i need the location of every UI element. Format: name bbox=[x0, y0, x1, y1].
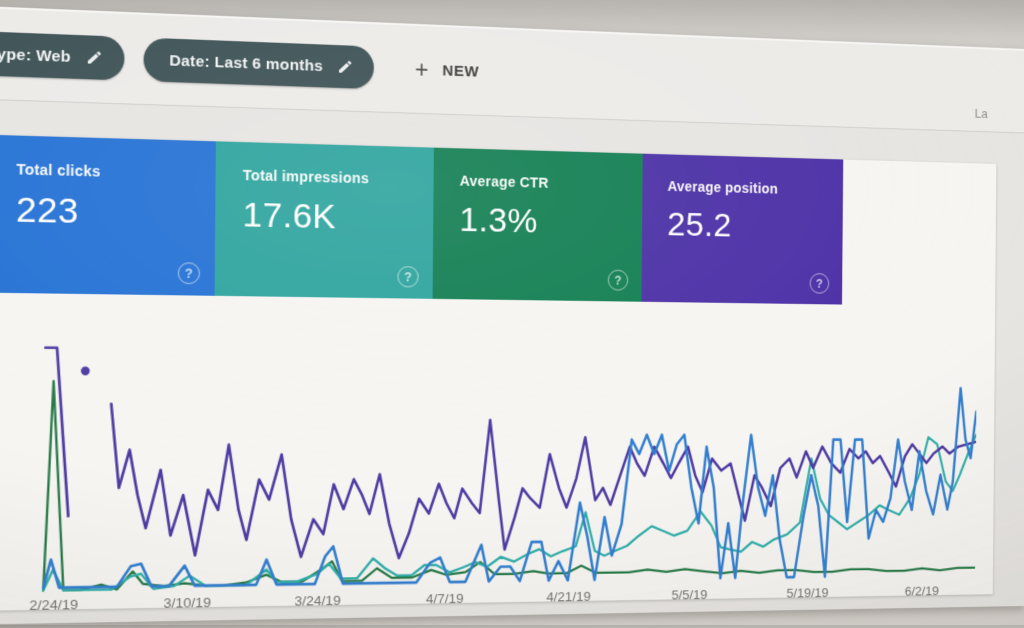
metric-label: Average position bbox=[667, 178, 779, 197]
help-icon[interactable]: ? bbox=[397, 265, 419, 288]
edit-icon[interactable] bbox=[86, 49, 103, 66]
metric-card-total-impressions[interactable]: Total impressions 17.6K ? bbox=[214, 141, 434, 299]
new-filter-button[interactable]: + NEW bbox=[414, 55, 480, 84]
series-point-average-position bbox=[80, 366, 90, 376]
metric-card-total-clicks[interactable]: Total clicks 223 ? bbox=[0, 134, 216, 296]
metric-value: 17.6K bbox=[242, 195, 337, 237]
x-tick-label: 3/24/19 bbox=[294, 592, 341, 609]
chip-label: Date: Last 6 months bbox=[169, 51, 324, 75]
metric-value: 1.3% bbox=[459, 200, 538, 241]
performance-chart-area: 2/24/19 3/10/19 3/24/19 4/7/19 4/21/19 5/5/19… bbox=[6, 312, 977, 627]
x-tick-label: 3/10/19 bbox=[163, 594, 212, 611]
filter-chip-date[interactable]: Date: Last 6 months bbox=[143, 37, 375, 90]
x-tick-label: 5/5/19 bbox=[671, 587, 708, 603]
chip-label: type: Web bbox=[0, 44, 71, 66]
new-button-label: NEW bbox=[442, 61, 480, 81]
help-icon[interactable]: ? bbox=[809, 273, 830, 294]
plus-icon: + bbox=[414, 55, 429, 83]
help-icon[interactable]: ? bbox=[607, 269, 629, 291]
performance-panel: Total clicks 223 ? Total impressions 17.… bbox=[0, 134, 997, 613]
last-updated-partial-text: La bbox=[974, 106, 988, 121]
metric-value: 25.2 bbox=[667, 205, 732, 245]
metric-card-average-position[interactable]: Average position 25.2 ? bbox=[641, 153, 844, 305]
series-line-average-position bbox=[110, 404, 976, 561]
x-tick-label: 4/21/19 bbox=[546, 588, 591, 605]
x-tick-label: 4/7/19 bbox=[425, 590, 464, 607]
help-icon[interactable]: ? bbox=[177, 262, 201, 285]
metric-label: Total impressions bbox=[242, 166, 370, 187]
series-line-total-clicks bbox=[43, 383, 976, 587]
metric-label: Total clicks bbox=[16, 160, 101, 180]
edit-icon[interactable] bbox=[337, 58, 354, 75]
x-tick-label: 2/24/19 bbox=[29, 596, 79, 614]
performance-content: Total clicks 223 ? Total impressions 17.… bbox=[0, 98, 1024, 626]
filter-chip-search-type[interactable]: type: Web bbox=[0, 30, 125, 81]
metric-cards: Total clicks 223 ? Total impressions 17.… bbox=[0, 134, 844, 305]
search-console-screen: type: Web Date: Last 6 months + NEW La bbox=[0, 4, 1024, 626]
metric-label: Average CTR bbox=[459, 172, 549, 191]
filter-toolbar: type: Web Date: Last 6 months + NEW La bbox=[0, 7, 1024, 133]
metric-value: 223 bbox=[15, 190, 79, 232]
performance-chart[interactable] bbox=[6, 312, 977, 627]
metric-card-average-ctr[interactable]: Average CTR 1.3% ? bbox=[432, 147, 643, 302]
x-tick-label: 5/19/19 bbox=[786, 585, 829, 601]
x-tick-label: 6/2/19 bbox=[904, 583, 939, 599]
